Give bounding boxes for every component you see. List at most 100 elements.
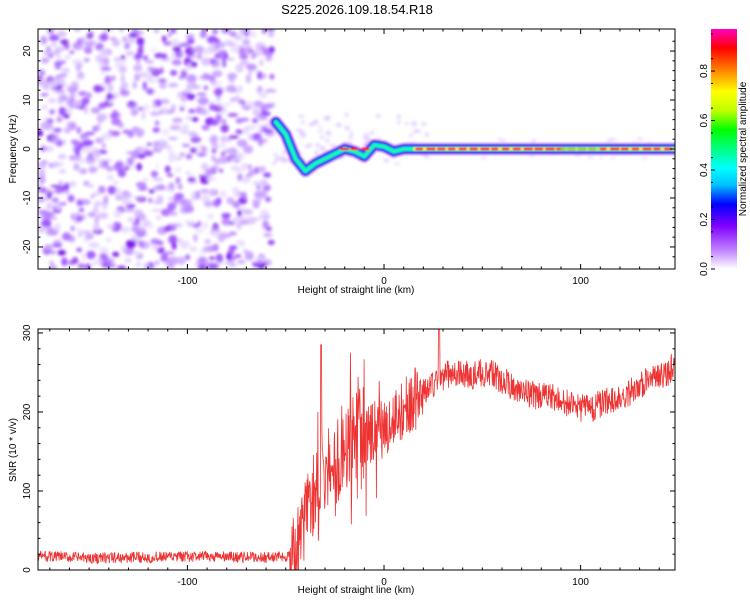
noise-blob [144, 59, 155, 64]
noise-blob [123, 246, 135, 256]
noise-blob [88, 242, 100, 249]
colorbar-axes: 0.0 0.2 0.4 0.6 0.8 [699, 33, 715, 276]
noise-blob [192, 223, 200, 229]
noise-blob [267, 33, 275, 38]
noise-blob [41, 104, 48, 110]
noise-blob [156, 184, 166, 191]
noise-blob [127, 129, 135, 138]
noise-blob [76, 247, 83, 253]
noise-blob [220, 124, 229, 133]
noise-blob [258, 90, 268, 99]
noise-blob [58, 106, 67, 116]
noise-blob [137, 153, 146, 159]
noise-blob [262, 104, 270, 109]
noise-blob [49, 34, 60, 42]
noise-blob [187, 81, 195, 90]
noise-blob [637, 137, 643, 142]
noise-blob [246, 63, 257, 71]
noise-blob [234, 95, 240, 102]
noise-blob [57, 95, 63, 105]
noise-blob [190, 147, 197, 154]
noise-blob [194, 45, 204, 53]
noise-blob [131, 234, 137, 241]
noise-blob [87, 211, 96, 218]
noise-blob [166, 144, 172, 152]
noise-blob [348, 135, 354, 139]
noise-blob [230, 45, 241, 53]
noise-blob [101, 263, 112, 268]
noise-blob [272, 162, 276, 166]
noise-blob [181, 198, 190, 208]
noise-blob [62, 81, 69, 88]
noise-blob [171, 223, 182, 227]
noise-blob [54, 89, 66, 94]
noise-blob [191, 190, 200, 200]
noise-blob [92, 205, 99, 214]
noise-blob [272, 153, 279, 156]
noise-blob [325, 138, 330, 143]
noise-blob [107, 83, 114, 92]
noise-blob [206, 177, 217, 181]
noise-blob [84, 40, 95, 48]
noise-blob [86, 250, 96, 260]
noise-blob [136, 37, 145, 46]
noise-blob [158, 138, 165, 145]
noise-blob [57, 73, 68, 78]
noise-blob [88, 166, 98, 174]
noise-blob [319, 135, 325, 139]
noise-blob [123, 207, 134, 213]
noise-blob [105, 237, 113, 242]
noise-blob [124, 42, 130, 50]
noise-blob [231, 186, 240, 194]
noise-blob [240, 99, 246, 105]
noise-blob [98, 163, 107, 169]
noise-blob [103, 195, 109, 204]
noise-blob [147, 66, 155, 72]
y-tick-label: 100 [22, 482, 33, 499]
noise-blob [229, 263, 237, 267]
noise-blob [84, 131, 95, 136]
noise-blob [237, 209, 242, 217]
noise-blob [95, 151, 101, 159]
noise-blob [69, 50, 75, 54]
noise-blob [234, 34, 243, 41]
noise-blob [93, 84, 103, 93]
noise-blob [53, 49, 60, 56]
noise-blob [155, 216, 162, 220]
noise-blob [129, 101, 134, 105]
noise-blob [190, 136, 202, 144]
noise-blob [208, 105, 219, 111]
noise-blob [241, 177, 251, 184]
noise-blob [70, 213, 75, 220]
noise-blob [260, 191, 268, 198]
noise-blob [215, 113, 221, 121]
noise-blob [174, 156, 183, 161]
noise-blob [219, 190, 227, 199]
noise-blob [262, 109, 268, 116]
noise-blob [40, 35, 48, 45]
noise-blob [266, 52, 274, 57]
y-tick-label: 20 [22, 45, 33, 57]
noise-blob [221, 212, 231, 219]
noise-blob [259, 179, 269, 187]
noise-blob [203, 85, 209, 91]
noise-blob [209, 118, 220, 126]
noise-blob [150, 170, 159, 178]
noise-blob [236, 139, 248, 148]
noise-blob [193, 233, 198, 243]
noise-blob [255, 124, 267, 129]
noise-blob [200, 194, 211, 203]
noise-blob [125, 239, 137, 249]
noise-blob [90, 194, 95, 199]
noise-blob [201, 162, 209, 171]
noise-blob [166, 173, 174, 177]
noise-blob [154, 260, 160, 265]
noise-blob [208, 256, 216, 260]
noise-blob [209, 188, 216, 197]
noise-blob [82, 139, 93, 147]
noise-blob [211, 148, 217, 154]
noise-blob [113, 180, 119, 186]
noise-blob [152, 185, 159, 192]
x-tick-label: 0 [381, 276, 387, 287]
